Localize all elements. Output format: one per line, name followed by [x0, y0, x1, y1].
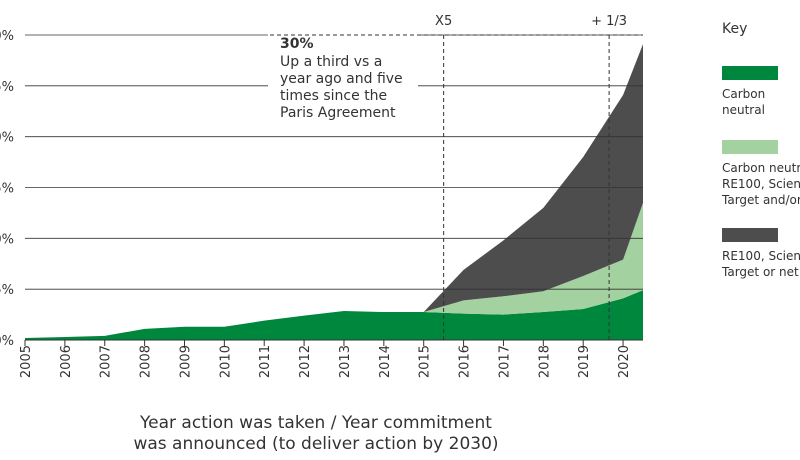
x-tick-label: 2010: [218, 345, 233, 378]
x-tick-label: 2020: [617, 345, 632, 378]
x-tick-label: 2018: [537, 345, 552, 378]
x-tick-label: 2012: [298, 345, 313, 378]
x-tick-label: 2007: [99, 345, 114, 378]
x-axis-title: Year action was taken / Year commitment w…: [133, 413, 498, 454]
area: [25, 44, 643, 338]
callout-text: Up a third vs a year ago and five times si…: [280, 54, 403, 121]
x-tick-label: 2016: [458, 345, 473, 378]
x-tick-label: 2019: [577, 345, 592, 378]
y-tick-label: 15%: [0, 182, 14, 197]
annotation-label: X5: [435, 14, 452, 29]
x-tick-label: 2011: [258, 345, 273, 378]
y-tick-label: 20%: [0, 131, 14, 146]
annotation-label: + 1/3: [591, 14, 627, 29]
x-tick-label: 2017: [497, 345, 512, 378]
x-tick-label: 2006: [59, 345, 74, 378]
x-tick-label: 2013: [338, 345, 353, 378]
x-tick-label: 2015: [418, 345, 433, 378]
x-tick-label: 2008: [139, 345, 154, 378]
legend-label: Carbon neutral +RE100, Science BasedTarg…: [721, 161, 800, 207]
y-tick-label: 0%: [0, 334, 14, 349]
callout-bg: [268, 28, 418, 126]
y-tick-label: 30%: [0, 29, 14, 44]
y-tick-label: 5%: [0, 283, 14, 298]
legend-swatch: [722, 228, 778, 242]
y-tick-label: 25%: [0, 80, 14, 95]
legend-swatch: [722, 140, 778, 154]
legend-label: Carbon neutral: [722, 87, 765, 117]
area: [25, 202, 643, 338]
area: [25, 290, 643, 340]
legend-title: Key: [722, 21, 747, 37]
legend-swatch: [722, 66, 778, 80]
callout-title: 30%: [280, 36, 314, 52]
x-tick-label: 2005: [19, 345, 34, 378]
legend-label: RE100, Science BasedTarget or net zero: [721, 249, 800, 279]
x-tick-label: 2009: [178, 345, 193, 378]
y-tick-label: 10%: [0, 232, 14, 247]
x-tick-label: 2014: [378, 345, 393, 378]
